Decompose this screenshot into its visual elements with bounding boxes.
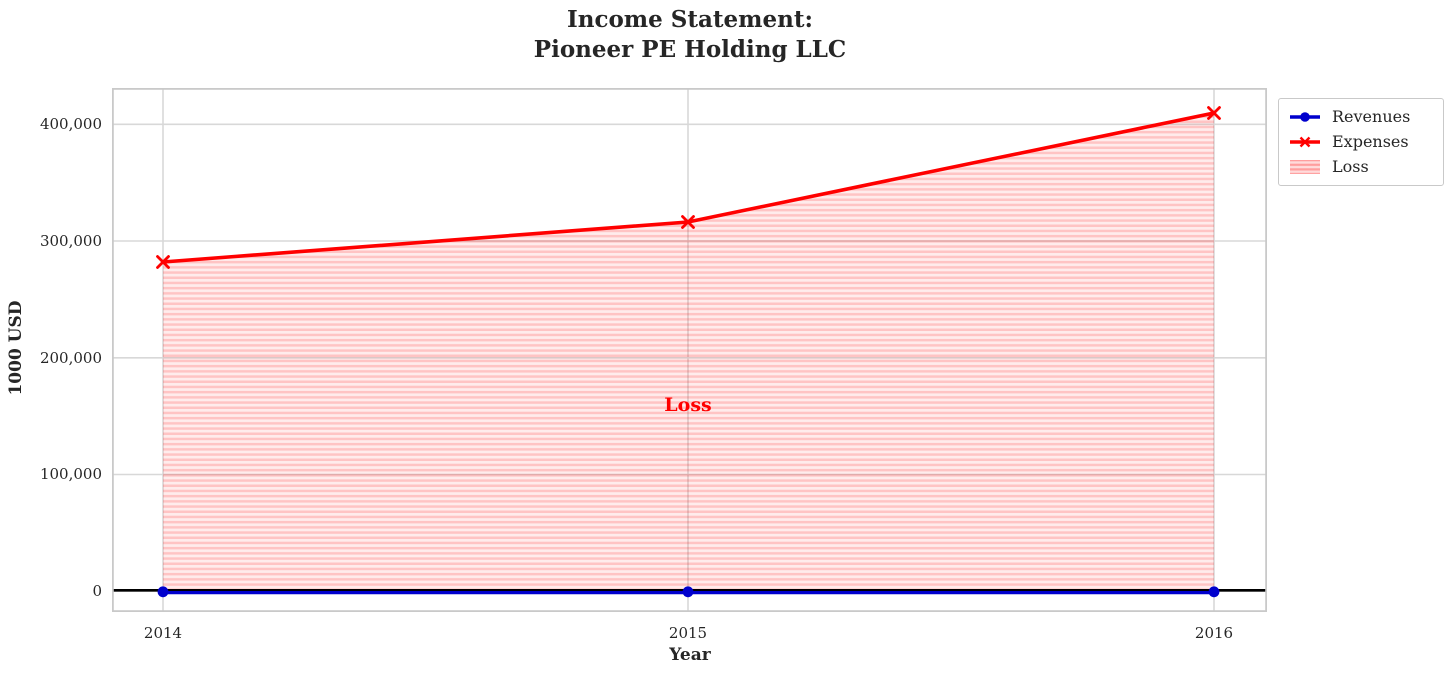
revenues-line-icon [1290,112,1320,122]
legend-label-expenses: Expenses [1332,132,1409,151]
x-tick-2016: 2016 [1194,624,1234,642]
x-tick-2015: 2015 [668,624,708,642]
legend: Revenues Expenses Loss [1278,98,1444,186]
chart-title-line2: Pioneer PE Holding LLC [533,36,847,63]
chart-title: Income Statement: Pioneer PE Holding LLC [0,5,1380,65]
plot-canvas [112,88,1267,612]
plot-area: Loss [112,88,1267,612]
loss-fill-area [163,113,1214,591]
legend-item-revenues: Revenues [1288,105,1434,129]
x-axis-label: Year [669,645,711,665]
y-tick-100000: 100,000 [39,465,102,483]
y-tick-0: 0 [92,582,102,600]
revenues-markers [157,586,1220,598]
loss-patch-icon [1290,160,1320,174]
legend-label-revenues: Revenues [1332,107,1411,126]
y-tick-200000: 200,000 [39,349,102,367]
plot-spines [112,88,1267,612]
y-axis-label: 1000 USD [6,300,26,396]
expenses-markers [156,106,1221,269]
legend-label-loss: Loss [1332,157,1369,176]
expenses-line-icon [1290,136,1320,148]
legend-item-loss: Loss [1288,155,1434,179]
y-tick-400000: 400,000 [39,115,102,133]
y-tick-300000: 300,000 [39,232,102,250]
chart-title-line1: Income Statement: [566,6,813,33]
legend-item-expenses: Expenses [1288,130,1434,154]
loss-annotation: Loss [664,394,712,416]
x-tick-2014: 2014 [143,624,183,642]
